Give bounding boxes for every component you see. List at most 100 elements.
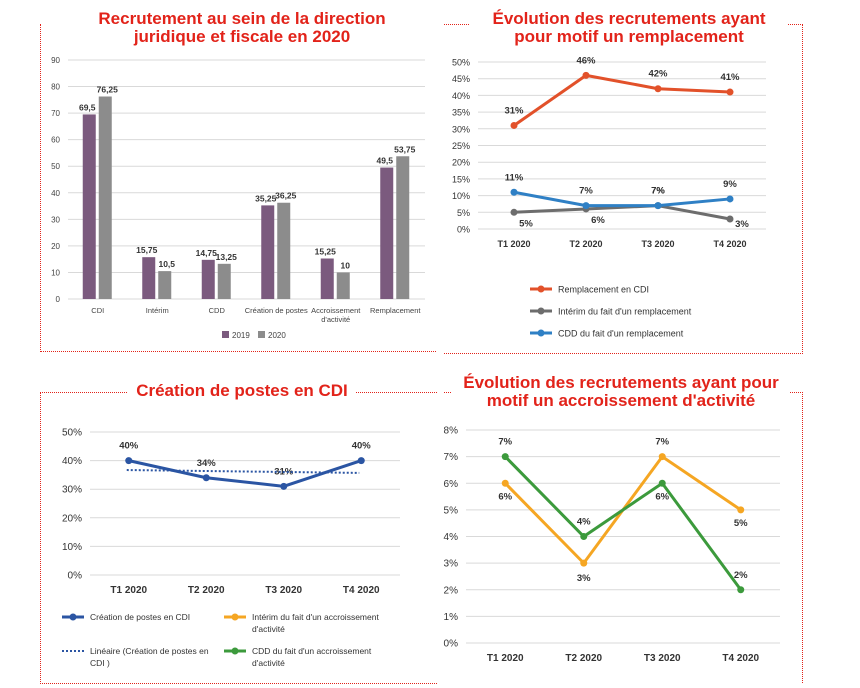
data-label: 36,25 bbox=[275, 191, 297, 201]
y-tick-label: 10 bbox=[51, 268, 60, 277]
data-label: 4% bbox=[577, 517, 591, 528]
x-tick-label: T1 2020 bbox=[110, 585, 147, 596]
y-tick-label: 0% bbox=[444, 639, 459, 650]
bar-2020 bbox=[98, 96, 112, 299]
data-label: 7% bbox=[651, 186, 665, 197]
chart-title-remplacement: Évolution des recrutements ayant pour mo… bbox=[470, 10, 788, 46]
legend-label: Intérim du fait d'un remplacement bbox=[558, 307, 692, 317]
data-label: 5% bbox=[734, 518, 748, 529]
data-label: 3% bbox=[577, 573, 591, 584]
data-point bbox=[726, 215, 734, 223]
data-label: 40% bbox=[352, 441, 372, 452]
y-tick-label: 20% bbox=[62, 513, 82, 524]
y-tick-label: 10% bbox=[62, 542, 82, 553]
legend-label: d'activité bbox=[252, 658, 285, 668]
data-point bbox=[510, 188, 518, 196]
y-tick-label: 2% bbox=[444, 585, 459, 596]
data-label: 7% bbox=[498, 437, 512, 448]
bar-2019 bbox=[201, 259, 215, 299]
y-tick-label: 90 bbox=[51, 56, 60, 65]
legend-label: 2019 bbox=[232, 331, 250, 340]
data-label: 9% bbox=[723, 179, 737, 190]
data-label: 41% bbox=[720, 72, 740, 83]
bar-2019 bbox=[261, 205, 275, 299]
y-tick-label: 5% bbox=[444, 505, 459, 516]
legend-marker bbox=[231, 613, 239, 621]
data-point bbox=[510, 121, 518, 129]
legend-label: CDI ) bbox=[90, 658, 110, 668]
x-tick-label: T3 2020 bbox=[265, 585, 302, 596]
data-label: 7% bbox=[651, 186, 665, 197]
y-tick-label: 45% bbox=[452, 74, 470, 84]
data-label: 53,75 bbox=[394, 144, 416, 154]
legend-marker bbox=[231, 647, 239, 655]
data-label: 69,5 bbox=[79, 102, 96, 112]
legend-label: Remplacement en CDI bbox=[558, 285, 649, 295]
data-label: 40% bbox=[119, 441, 139, 452]
series-line-2 bbox=[513, 190, 731, 208]
data-point bbox=[737, 506, 745, 514]
y-tick-label: 40 bbox=[51, 189, 60, 198]
y-tick-label: 0% bbox=[68, 571, 83, 582]
y-tick-label: 50% bbox=[62, 428, 82, 439]
y-tick-label: 0% bbox=[457, 225, 470, 235]
y-tick-label: 20% bbox=[452, 158, 470, 168]
legend-marker bbox=[537, 329, 545, 337]
y-tick-label: 20 bbox=[51, 242, 60, 251]
data-point bbox=[726, 88, 734, 96]
legend-marker bbox=[69, 613, 77, 621]
data-label: 14,75 bbox=[196, 248, 218, 258]
data-point bbox=[125, 457, 133, 465]
chart-title-accroissement: Évolution des recrutements ayant pour mo… bbox=[452, 374, 790, 410]
data-point bbox=[582, 202, 590, 210]
x-tick-label: T2 2020 bbox=[188, 585, 225, 596]
y-tick-label: 1% bbox=[444, 612, 459, 623]
data-label: 7% bbox=[655, 437, 669, 448]
bar-2020 bbox=[158, 271, 172, 299]
data-point bbox=[510, 208, 518, 216]
bar-2019 bbox=[142, 257, 156, 299]
data-point bbox=[580, 533, 588, 540]
x-tick-label: T4 2020 bbox=[343, 585, 380, 596]
x-tick-label: CDI bbox=[91, 306, 104, 315]
y-tick-label: 4% bbox=[444, 532, 459, 543]
panel-frame-1 bbox=[40, 24, 437, 352]
data-label: 31% bbox=[504, 105, 524, 116]
y-tick-label: 30% bbox=[452, 124, 470, 134]
x-tick-label: T1 2020 bbox=[497, 239, 530, 249]
series-line-1 bbox=[504, 455, 742, 591]
y-tick-label: 3% bbox=[444, 559, 459, 570]
y-tick-label: 60 bbox=[51, 136, 60, 145]
legend-label: Intérim du fait d'un accroissement bbox=[252, 612, 379, 622]
y-tick-label: 40% bbox=[62, 456, 82, 467]
data-point bbox=[658, 453, 666, 461]
bar-2019 bbox=[82, 114, 96, 299]
legend-swatch bbox=[222, 331, 229, 338]
x-tick-label: Création de postes bbox=[245, 306, 308, 315]
data-label: 6% bbox=[591, 215, 605, 226]
data-label: 3% bbox=[735, 219, 749, 230]
data-label: 7% bbox=[579, 186, 593, 197]
x-tick-label: T2 2020 bbox=[569, 239, 602, 249]
data-point bbox=[580, 559, 588, 567]
data-point bbox=[654, 202, 662, 210]
legend-label: CDD du fait d'un remplacement bbox=[558, 329, 684, 339]
data-point bbox=[737, 586, 745, 594]
y-tick-label: 6% bbox=[444, 479, 459, 490]
x-tick-label: Remplacement bbox=[370, 306, 421, 315]
data-point bbox=[202, 474, 210, 482]
y-tick-label: 15% bbox=[452, 174, 470, 184]
y-tick-label: 10% bbox=[452, 191, 470, 201]
bar-2020 bbox=[217, 263, 231, 299]
legend-label: Création de postes en CDI bbox=[90, 612, 190, 622]
x-tick-label: T4 2020 bbox=[722, 653, 759, 664]
data-label: 13,25 bbox=[216, 252, 238, 262]
data-label: 34% bbox=[197, 458, 217, 469]
data-point bbox=[582, 71, 590, 79]
y-tick-label: 8% bbox=[444, 426, 459, 437]
data-point bbox=[357, 457, 365, 465]
legend-label: d'activité bbox=[252, 624, 285, 634]
y-tick-label: 25% bbox=[452, 141, 470, 151]
